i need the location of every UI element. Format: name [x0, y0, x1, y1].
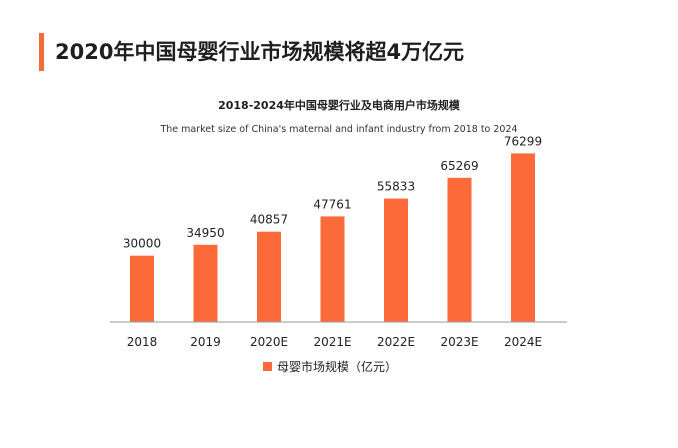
- x-tick-labels-group: 2018 2019 2020E 2021E 2022E 2023E 2024E: [127, 335, 542, 349]
- value-label-2021E: 47761: [313, 197, 351, 211]
- legend-label: 母婴市场规模（亿元）: [277, 359, 397, 374]
- x-tick-label-2024E: 2024E: [504, 335, 542, 349]
- x-tick-label-2018: 2018: [127, 335, 158, 349]
- x-tick-label-2023E: 2023E: [440, 335, 478, 349]
- value-label-2019: 34950: [186, 226, 224, 240]
- chart-subtitle: The market size of China's maternal and …: [159, 124, 517, 135]
- value-label-2020E: 40857: [250, 213, 288, 227]
- bars-group: [130, 153, 535, 322]
- value-label-2023E: 65269: [440, 159, 478, 173]
- bar-2019: [193, 244, 218, 322]
- chart-title: 2018-2024年中国母婴行业及电商用户市场规模: [218, 98, 461, 112]
- value-label-2018: 30000: [123, 237, 161, 251]
- page-heading: 2020年中国母婴行业市场规模将超4万亿元: [55, 40, 465, 64]
- value-label-2022E: 55833: [377, 180, 415, 194]
- heading-accent-bar: [39, 33, 44, 71]
- x-tick-label-2021E: 2021E: [313, 335, 351, 349]
- x-tick-label-2020E: 2020E: [250, 335, 288, 349]
- value-labels-group: 30000 34950 40857 47761 55833 65269 76299: [123, 134, 542, 250]
- x-tick-label-2019: 2019: [190, 335, 221, 349]
- value-label-2024E: 76299: [504, 134, 542, 148]
- bar-2020E: [257, 231, 281, 322]
- bar-2024E: [511, 153, 535, 322]
- x-tick-label-2022E: 2022E: [377, 335, 415, 349]
- bar-2023E: [447, 177, 472, 322]
- legend-swatch: [263, 362, 272, 371]
- bar-2018: [130, 255, 154, 322]
- bar-2022E: [384, 198, 408, 322]
- bar-2021E: [320, 216, 345, 322]
